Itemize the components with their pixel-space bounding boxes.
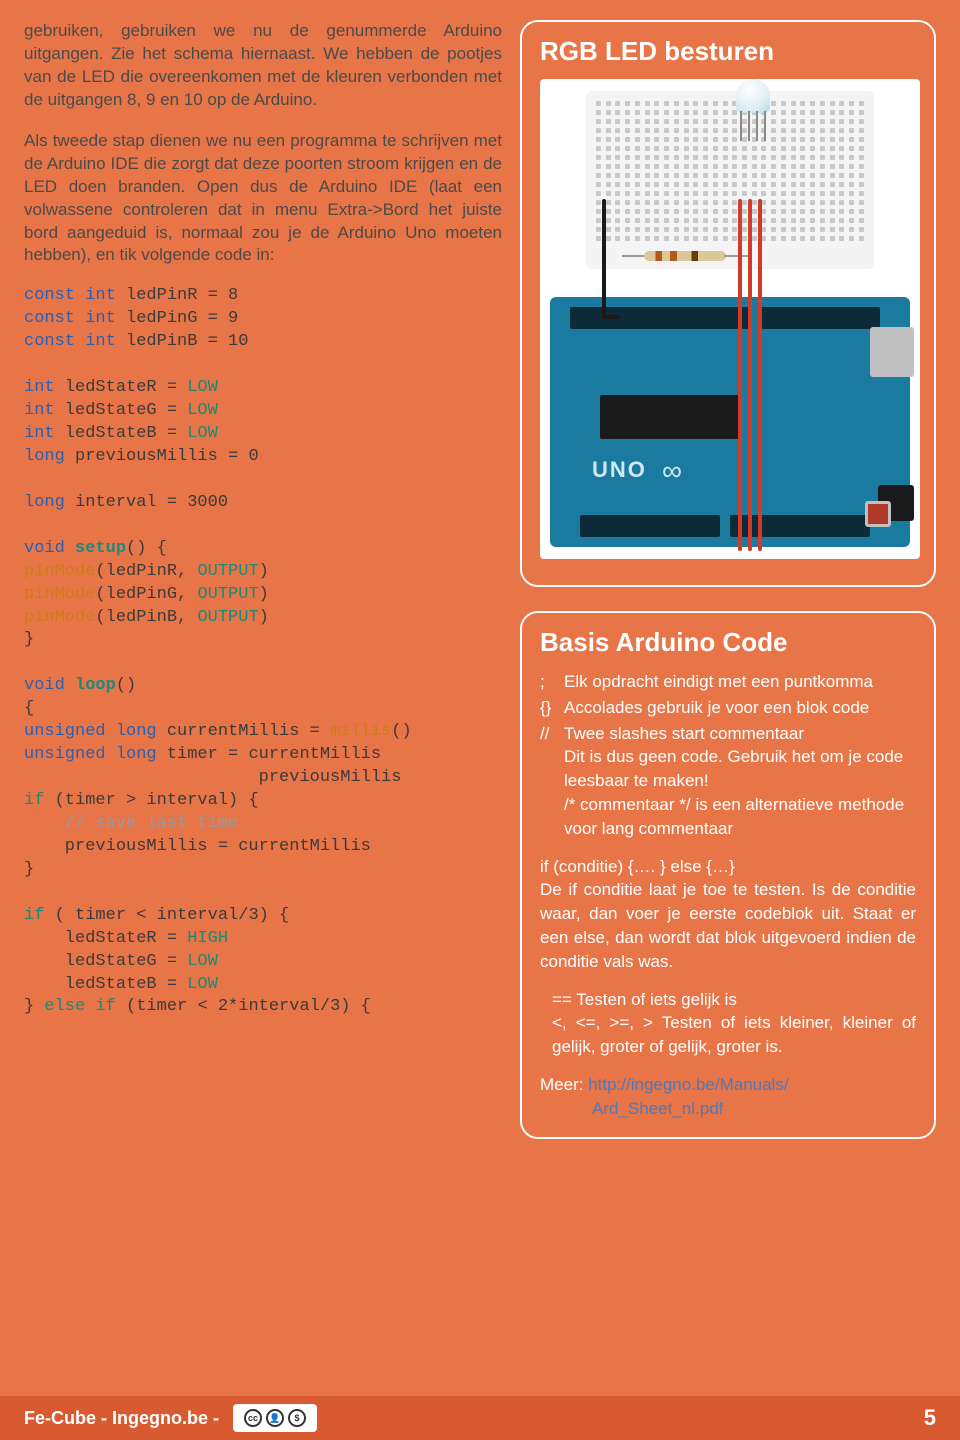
panel2-body: ;Elk opdracht eindigt met een puntkomma … (540, 670, 916, 1121)
panel-rgb-led: RGB LED besturen (520, 20, 936, 587)
wire-red-2 (748, 199, 752, 551)
manual-link-2[interactable]: Ard_Sheet_nl.pdf (540, 1097, 916, 1121)
arduino-logo-icon: ∞ (662, 455, 682, 487)
uno-label: UNO (592, 457, 647, 483)
reset-button-icon (865, 501, 891, 527)
arduino-board: UNO ∞ (550, 297, 910, 547)
panel-basis-code: Basis Arduino Code ;Elk opdracht eindigt… (520, 611, 936, 1139)
manual-link[interactable]: http://ingegno.be/Manuals/ (588, 1075, 788, 1094)
page-number: 5 (924, 1405, 936, 1431)
usb-port-icon (870, 327, 914, 377)
resistor-icon (644, 251, 726, 261)
rgb-led-icon (736, 79, 770, 113)
footer-left: Fe-Cube - Ingegno.be - (24, 1408, 219, 1429)
wire-red-3 (758, 199, 762, 551)
paragraph-1: gebruiken, gebruiken we nu de genummerde… (24, 20, 502, 112)
code-listing: const int ledPinR = 8 const int ledPinG … (24, 285, 502, 1019)
page-footer: Fe-Cube - Ingegno.be - cc 👤 $ 5 (0, 1396, 960, 1440)
panel1-title: RGB LED besturen (540, 36, 916, 67)
cc-license-icon: cc 👤 $ (233, 1404, 317, 1432)
panel2-title: Basis Arduino Code (540, 627, 916, 658)
kw: const int (24, 286, 116, 305)
wire-red-1 (738, 199, 742, 551)
wire-gnd (602, 199, 606, 317)
paragraph-2: Als tweede stap dienen we nu een program… (24, 130, 502, 268)
breadboard (586, 91, 874, 269)
wiring-diagram: UNO ∞ (540, 79, 920, 559)
